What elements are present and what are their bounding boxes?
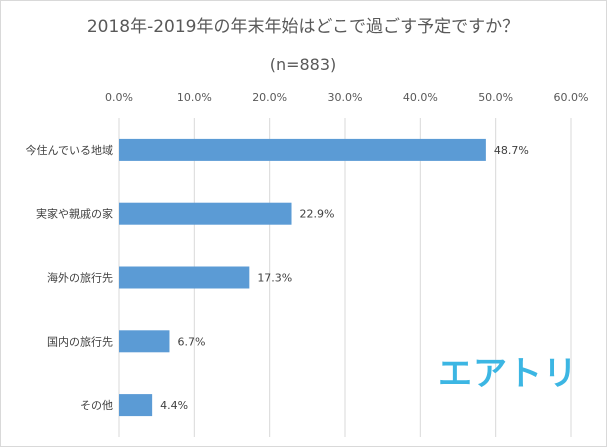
chart-title: 2018年-2019年の年末年始はどこで過ごす予定ですか？ xyxy=(87,17,519,37)
data-label: 6.7% xyxy=(177,335,205,348)
chart-subtitle: (n=883) xyxy=(270,55,337,74)
x-tick-label: 60.0% xyxy=(554,91,589,104)
x-tick-label: 40.0% xyxy=(403,91,438,104)
data-label: 48.7% xyxy=(494,144,529,157)
airtrip-logo: エアトリ xyxy=(438,354,578,394)
category-label: 実家や親戚の家 xyxy=(36,207,113,221)
bar xyxy=(119,266,250,289)
category-label: 今住んでいる地域 xyxy=(26,143,113,157)
x-tick-label: 0.0% xyxy=(105,91,133,104)
category-label: 国内の旅行先 xyxy=(47,334,113,348)
data-label: 4.4% xyxy=(160,399,188,412)
data-label: 22.9% xyxy=(300,208,335,221)
data-labels: 48.7% 22.9% 17.3% 6.7% 4.4% xyxy=(160,144,529,412)
gridlines xyxy=(118,118,572,437)
category-label: 海外の旅行先 xyxy=(47,271,113,285)
x-tick-label: 50.0% xyxy=(478,91,513,104)
category-label: その他 xyxy=(80,399,113,412)
x-tick-label: 20.0% xyxy=(252,91,287,104)
x-axis-ticks: 0.0% 10.0% 20.0% 30.0% 40.0% 50.0% 60.0% xyxy=(105,91,588,104)
x-tick-label: 10.0% xyxy=(177,91,212,104)
bars xyxy=(119,138,486,417)
bar xyxy=(119,138,486,161)
x-tick-label: 30.0% xyxy=(328,91,363,104)
bar xyxy=(119,202,292,225)
data-label: 17.3% xyxy=(257,272,292,285)
bar xyxy=(119,394,153,417)
bar xyxy=(119,330,170,353)
